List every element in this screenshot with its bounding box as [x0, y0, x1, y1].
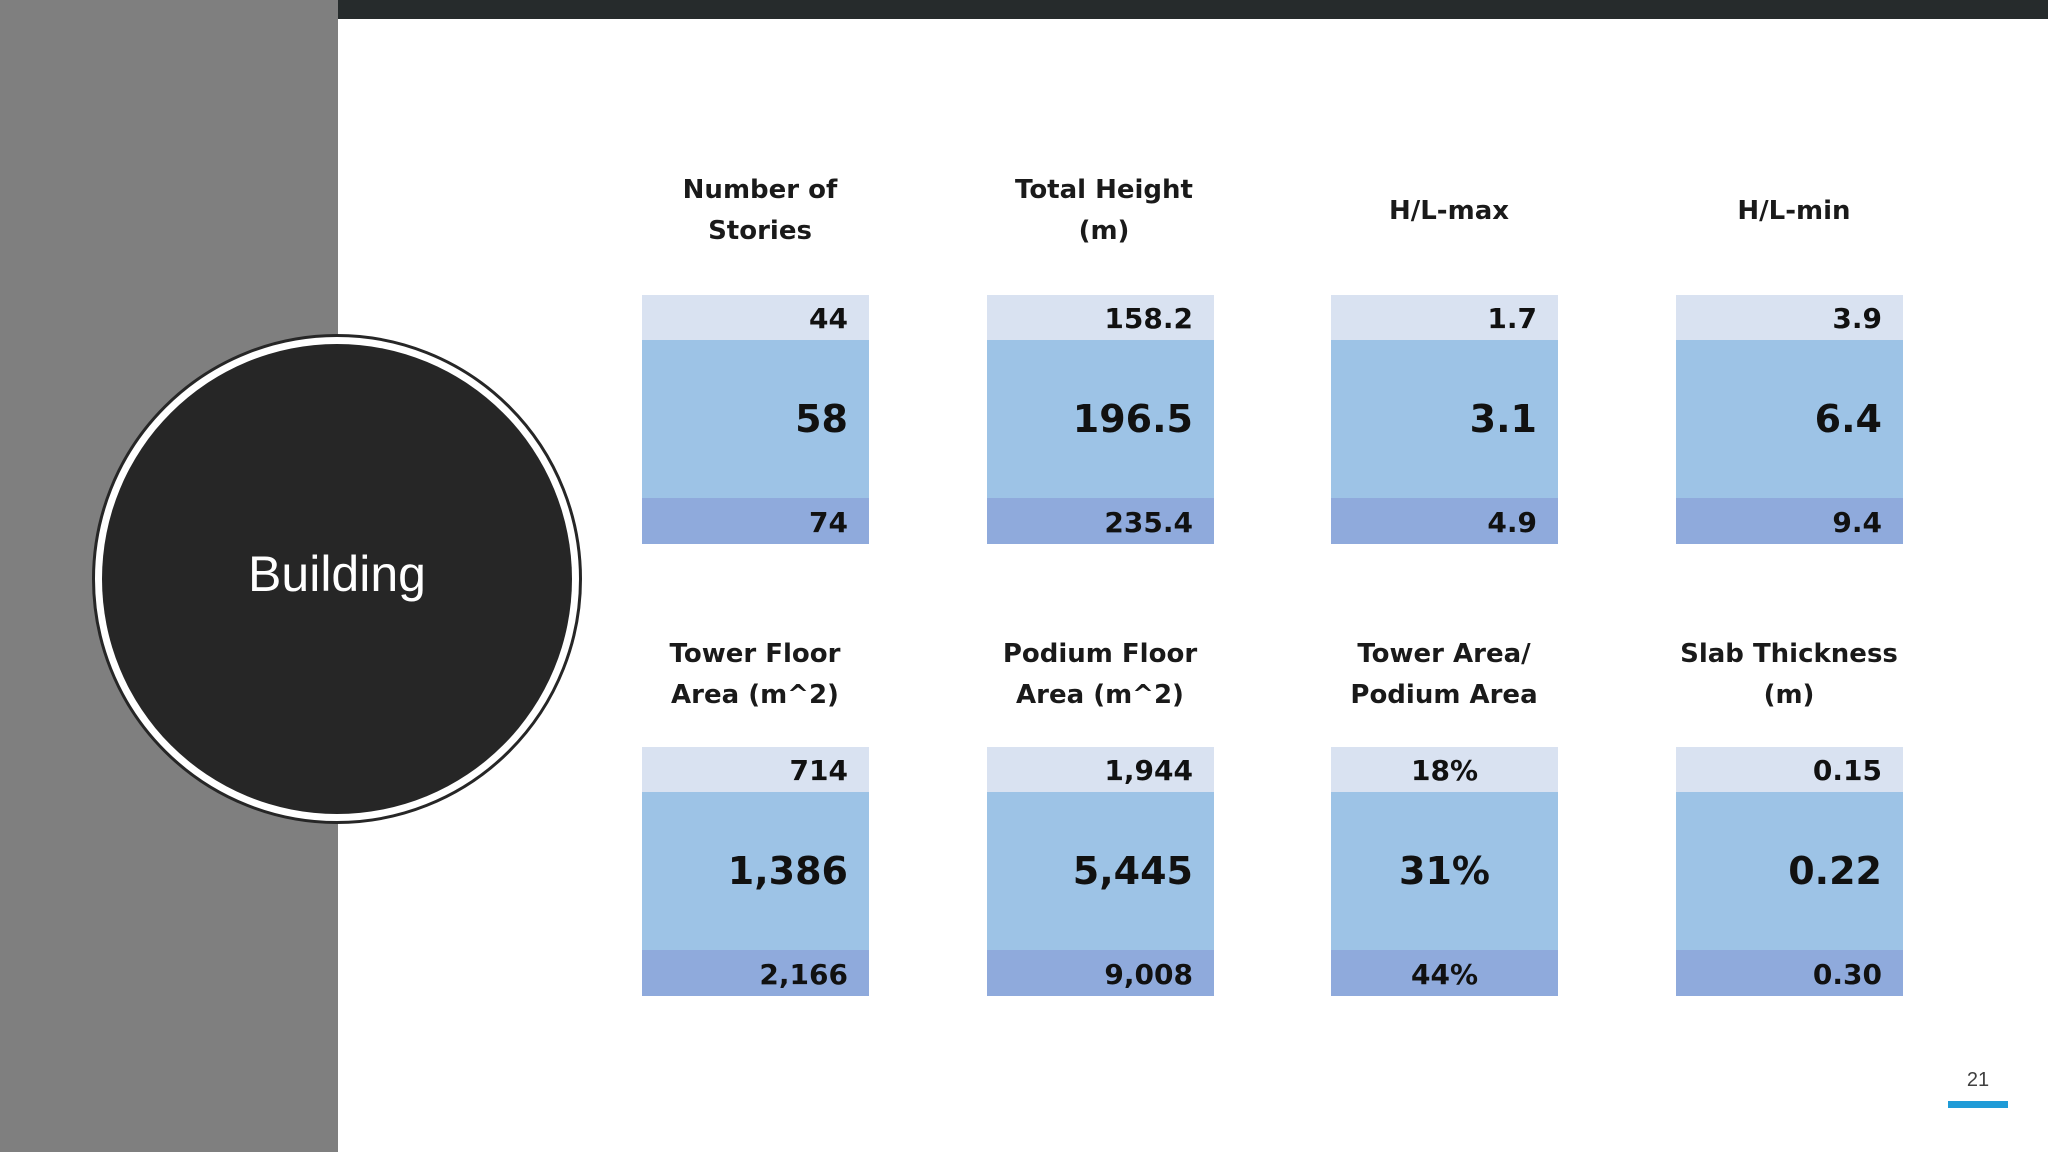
- metric-label-tower-floor-area: Tower Floor Area (m^2): [615, 634, 895, 716]
- metric-high-value: 9.4: [1676, 498, 1903, 544]
- metric-stack-hl-min: 3.9 6.4 9.4: [1676, 295, 1903, 544]
- metric-mid-value: 0.22: [1676, 792, 1903, 950]
- metric-stack-slab-thickness: 0.15 0.22 0.30: [1676, 747, 1903, 996]
- metric-low-value: 3.9: [1676, 295, 1903, 340]
- label-line: Podium Floor: [1002, 639, 1198, 669]
- metric-high-value: 2,166: [642, 950, 869, 996]
- label-line: H/L-min: [1737, 196, 1851, 226]
- metric-label-podium-floor-area: Podium Floor Area (m^2): [960, 634, 1240, 716]
- metric-low-value: 1,944: [987, 747, 1214, 792]
- metric-stack-tower-floor-area: 714 1,386 2,166: [642, 747, 869, 996]
- label-line: Tower Area/: [1357, 639, 1531, 669]
- metric-stack-total-height: 158.2 196.5 235.4: [987, 295, 1214, 544]
- metric-stack-tower-podium-ratio: 18% 31% 44%: [1331, 747, 1558, 996]
- metric-label-tower-podium-ratio: Tower Area/ Podium Area: [1304, 634, 1584, 716]
- label-line: Podium Area: [1350, 680, 1538, 710]
- page-number: 21: [1966, 1069, 1990, 1091]
- metric-low-value: 1.7: [1331, 295, 1558, 340]
- metric-mid-value: 5,445: [987, 792, 1214, 950]
- label-line: (m): [1763, 680, 1815, 710]
- metric-high-value: 235.4: [987, 498, 1214, 544]
- label-line: Area (m^2): [671, 680, 839, 710]
- section-title: Building: [248, 546, 426, 602]
- metric-high-value: 4.9: [1331, 498, 1558, 544]
- metric-high-value: 0.30: [1676, 950, 1903, 996]
- metric-label-stories: Number of Stories: [620, 170, 900, 252]
- metric-low-value: 0.15: [1676, 747, 1903, 792]
- page-number-accent-bar: [1948, 1101, 2008, 1108]
- label-line: Area (m^2): [1016, 680, 1184, 710]
- metric-low-value: 18%: [1331, 747, 1558, 792]
- metric-mid-value: 58: [642, 340, 869, 498]
- metric-stack-hl-max: 1.7 3.1 4.9: [1331, 295, 1558, 544]
- metric-mid-value: 6.4: [1676, 340, 1903, 498]
- label-line: Number of: [682, 175, 838, 205]
- label-line: Tower Floor: [669, 639, 841, 669]
- metric-label-slab-thickness: Slab Thickness (m): [1649, 634, 1929, 716]
- top-banner-strip: [338, 0, 2048, 19]
- metric-low-value: 44: [642, 295, 869, 340]
- metric-high-value: 9,008: [987, 950, 1214, 996]
- label-line: Stories: [708, 216, 812, 246]
- metric-high-value: 44%: [1331, 950, 1558, 996]
- label-line: Slab Thickness: [1680, 639, 1898, 669]
- metric-mid-value: 196.5: [987, 340, 1214, 498]
- metric-label-hl-min: H/L-min: [1654, 191, 1934, 232]
- title-circle: [102, 344, 572, 814]
- metric-stack-stories: 44 58 74: [642, 295, 869, 544]
- metric-label-total-height: Total Height (m): [964, 170, 1244, 252]
- metric-mid-value: 31%: [1331, 792, 1558, 950]
- metric-label-hl-max: H/L-max: [1309, 191, 1589, 232]
- metric-mid-value: 3.1: [1331, 340, 1558, 498]
- metric-low-value: 158.2: [987, 295, 1214, 340]
- metric-stack-podium-floor-area: 1,944 5,445 9,008: [987, 747, 1214, 996]
- metric-mid-value: 1,386: [642, 792, 869, 950]
- label-line: Total Height: [1015, 175, 1193, 205]
- metric-low-value: 714: [642, 747, 869, 792]
- label-line: (m): [1078, 216, 1130, 246]
- label-line: H/L-max: [1388, 196, 1510, 226]
- metric-high-value: 74: [642, 498, 869, 544]
